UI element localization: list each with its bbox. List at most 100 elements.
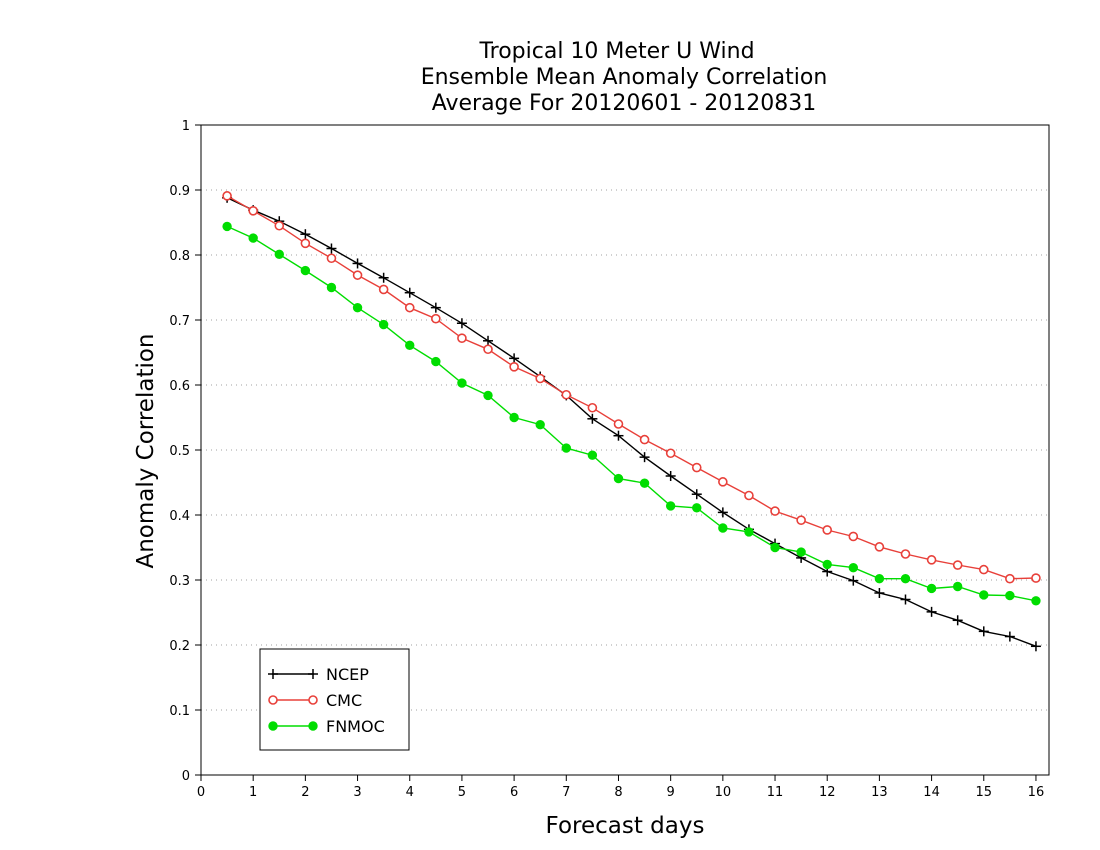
x-tick-label: 4 bbox=[406, 785, 414, 800]
data-point-cmc bbox=[926, 555, 937, 565]
data-point-cmc bbox=[300, 238, 311, 249]
y-tick-label: 0.2 bbox=[169, 639, 190, 654]
data-point-ncep bbox=[587, 413, 598, 424]
y-tick-label: 1 bbox=[182, 119, 190, 134]
x-tick-label: 16 bbox=[1028, 785, 1045, 800]
title-line-3: Average For 20120601 - 20120831 bbox=[432, 91, 817, 116]
x-tick-label: 3 bbox=[353, 785, 361, 800]
data-point-fnmoc bbox=[1005, 590, 1015, 601]
data-point-fnmoc bbox=[639, 478, 650, 488]
data-point-fnmoc bbox=[352, 302, 363, 313]
data-point-cmc bbox=[770, 506, 780, 516]
data-point-fnmoc bbox=[248, 233, 258, 243]
data-point-fnmoc bbox=[457, 378, 467, 388]
data-point-fnmoc bbox=[979, 590, 989, 600]
x-tick-label: 12 bbox=[819, 785, 836, 800]
data-point-fnmoc bbox=[274, 249, 284, 260]
data-point-cmc bbox=[900, 549, 911, 559]
data-point-cmc bbox=[848, 531, 859, 542]
y-tick-label: 0.1 bbox=[169, 704, 190, 719]
data-point-cmc bbox=[404, 302, 415, 313]
data-point-ncep bbox=[717, 507, 728, 518]
data-point-ncep bbox=[900, 594, 911, 605]
data-point-ncep bbox=[1004, 631, 1015, 642]
data-point-cmc bbox=[796, 515, 806, 526]
x-tick-label: 13 bbox=[871, 785, 888, 800]
data-point-ncep bbox=[1030, 641, 1041, 652]
legend-label: NCEP bbox=[326, 665, 369, 684]
y-axis-label: Anomaly Correlation bbox=[133, 333, 159, 568]
y-tick-label: 0 bbox=[182, 769, 190, 784]
data-point-ncep bbox=[691, 489, 702, 500]
data-point-ncep bbox=[639, 452, 650, 463]
data-point-cmc bbox=[822, 525, 833, 535]
data-point-cmc bbox=[874, 542, 885, 552]
data-point-fnmoc bbox=[718, 523, 728, 533]
data-point-ncep bbox=[613, 430, 624, 441]
data-point-fnmoc bbox=[405, 340, 415, 351]
data-point-fnmoc bbox=[952, 581, 963, 592]
data-point-cmc bbox=[222, 191, 232, 201]
y-tick-label: 0.6 bbox=[169, 379, 190, 394]
data-point-cmc bbox=[561, 389, 572, 400]
data-point-ncep bbox=[404, 287, 415, 298]
x-tick-label: 6 bbox=[510, 785, 518, 800]
grid-lines bbox=[201, 189, 1049, 711]
data-point-fnmoc bbox=[874, 574, 885, 584]
data-point-ncep bbox=[926, 606, 937, 617]
chart-title: Tropical 10 Meter U Wind Ensemble Mean A… bbox=[421, 39, 828, 116]
data-point-cmc bbox=[352, 270, 363, 280]
data-point-cmc bbox=[274, 220, 285, 231]
y-tick-label: 0.9 bbox=[169, 184, 190, 199]
title-line-2: Ensemble Mean Anomaly Correlation bbox=[421, 65, 828, 90]
x-tick-label: 10 bbox=[715, 785, 732, 800]
data-point-fnmoc bbox=[300, 265, 311, 276]
x-tick-label: 0 bbox=[197, 785, 205, 800]
data-point-fnmoc bbox=[378, 319, 389, 330]
series-ncep bbox=[222, 192, 1041, 652]
x-tick-label: 2 bbox=[301, 785, 309, 800]
x-tick-label: 5 bbox=[458, 785, 466, 800]
series-line-ncep bbox=[226, 197, 1037, 647]
data-point-fnmoc bbox=[744, 527, 754, 537]
data-point-fnmoc bbox=[587, 450, 598, 460]
data-point-cmc bbox=[509, 361, 519, 372]
data-point-fnmoc bbox=[770, 542, 780, 553]
x-tick-label: 8 bbox=[614, 785, 622, 800]
y-tick-label: 0.8 bbox=[169, 249, 190, 264]
series-layer bbox=[222, 191, 1041, 652]
data-point-fnmoc bbox=[509, 412, 519, 423]
data-point-cmc bbox=[457, 333, 467, 344]
x-tick-label: 9 bbox=[667, 785, 675, 800]
data-point-fnmoc bbox=[1031, 596, 1041, 606]
legend-marker bbox=[268, 695, 278, 705]
data-point-ncep bbox=[874, 588, 885, 598]
data-point-fnmoc bbox=[665, 501, 676, 511]
data-point-ncep bbox=[978, 626, 989, 637]
legend-item-cmc: CMC bbox=[268, 691, 362, 710]
data-point-cmc bbox=[587, 402, 598, 413]
data-point-cmc bbox=[665, 448, 676, 459]
data-point-ncep bbox=[300, 229, 311, 240]
data-point-fnmoc bbox=[926, 583, 937, 594]
y-tick-label: 0.7 bbox=[169, 314, 190, 329]
series-line-fnmoc bbox=[226, 225, 1037, 602]
data-point-ncep bbox=[509, 353, 520, 364]
data-point-ncep bbox=[483, 335, 494, 346]
legend-marker bbox=[308, 695, 318, 705]
legend-item-fnmoc: FNMOC bbox=[268, 717, 385, 736]
x-tick-label: 14 bbox=[923, 785, 940, 800]
series-fnmoc bbox=[222, 221, 1041, 606]
data-point-cmc bbox=[431, 313, 441, 324]
data-point-fnmoc bbox=[483, 390, 493, 401]
legend-label: CMC bbox=[326, 691, 362, 710]
data-point-cmc bbox=[718, 477, 728, 487]
data-point-cmc bbox=[744, 490, 754, 501]
data-point-ncep bbox=[326, 243, 337, 254]
legend-marker bbox=[308, 669, 318, 679]
data-point-fnmoc bbox=[848, 562, 859, 573]
data-point-ncep bbox=[430, 302, 441, 313]
data-point-cmc bbox=[1031, 573, 1041, 583]
legend-label: FNMOC bbox=[326, 717, 385, 736]
data-point-cmc bbox=[613, 419, 624, 429]
